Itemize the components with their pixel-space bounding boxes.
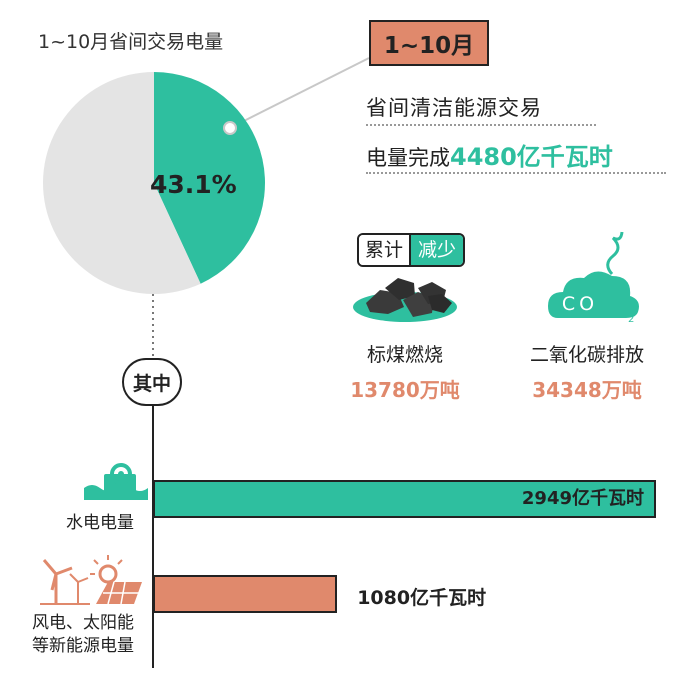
pie-slice-1 — [43, 72, 201, 294]
co2-value: 34348万吨 — [532, 378, 642, 402]
coal-label: 标煤燃烧 — [366, 344, 443, 366]
pie-slice-0 — [154, 72, 266, 284]
reduction-tag-left: 累计 — [359, 235, 412, 265]
category-label-renewable: 风电、太阳能 等新能源电量 — [18, 612, 148, 658]
svg-text:2: 2 — [628, 314, 634, 325]
callout-line1: 省间清洁能源交易 — [366, 96, 542, 120]
period-badge: 1~10月 — [369, 20, 489, 66]
co2-label: 二氧化碳排放 — [529, 344, 644, 366]
callout-line2-highlight: 4480亿千瓦时 — [450, 143, 613, 171]
callout-line2-prefix: 电量完成 — [366, 146, 450, 170]
reduction-tag: 累计 减少 — [357, 233, 466, 267]
solar-panel-icon — [90, 555, 142, 605]
hydro-icon — [84, 463, 148, 500]
bar-renewable — [153, 575, 338, 613]
coal-icon — [353, 278, 457, 322]
category-label-renewable-line1: 风电、太阳能 — [32, 613, 134, 633]
callout-line2: 电量完成4480亿千瓦时 — [366, 137, 613, 172]
category-label-hydro: 水电电量 — [66, 513, 134, 533]
wind-turbine-icon — [40, 559, 90, 605]
coal-value: 13780万吨 — [350, 378, 460, 402]
dotted-divider — [366, 124, 596, 126]
pie-chart — [43, 72, 266, 294]
bar-renewable-value: 1080亿千瓦时 — [357, 587, 487, 609]
dotted-divider — [366, 172, 666, 174]
callout-connector — [229, 57, 370, 129]
pie-slice-label: 43.1% — [150, 170, 237, 199]
breakdown-label: 其中 — [122, 358, 182, 406]
bar-hydro: 2949亿千瓦时 — [153, 480, 656, 518]
pie-title: 1~10月省间交易电量 — [38, 31, 224, 53]
bar-hydro-value: 2949亿千瓦时 — [521, 488, 644, 509]
co2-cloud-icon: CO 2 — [548, 231, 639, 325]
svg-text:CO: CO — [562, 293, 598, 315]
category-label-renewable-line2: 等新能源电量 — [32, 636, 134, 656]
reduction-tag-right: 减少 — [411, 235, 464, 265]
callout-dot — [223, 121, 237, 135]
